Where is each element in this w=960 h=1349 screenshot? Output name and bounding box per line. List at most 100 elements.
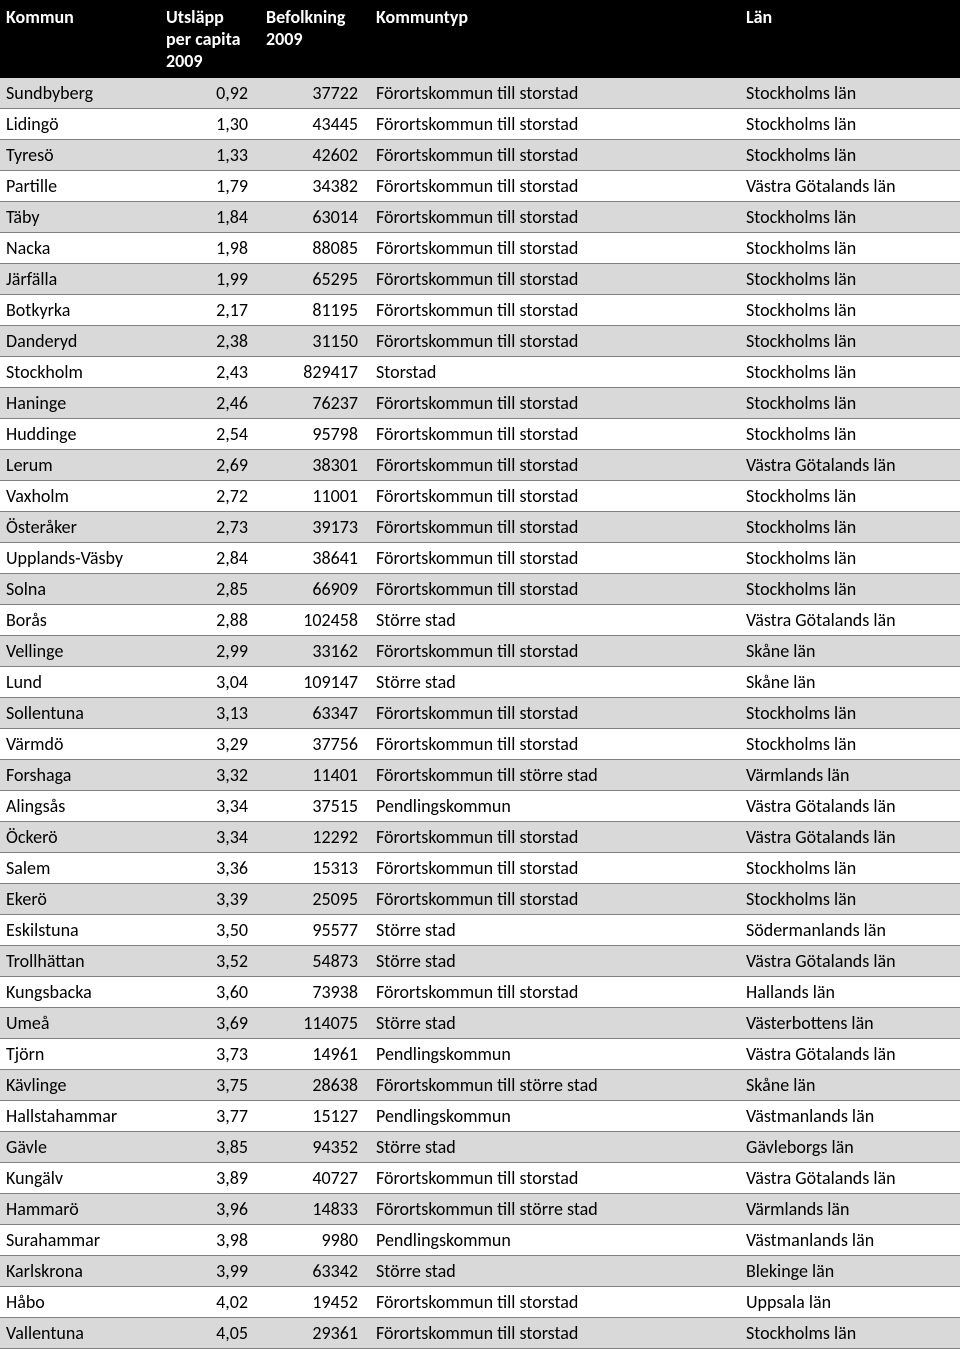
table-row: Sundbyberg0,9237722Förortskommun till st… <box>0 78 960 109</box>
cell-kommun: Partille <box>0 171 160 202</box>
cell-utslapp: 2,72 <box>160 481 260 512</box>
cell-befolkning: 81195 <box>260 295 370 326</box>
cell-kommuntyp: Förortskommun till storstad <box>370 171 740 202</box>
cell-befolkning: 54873 <box>260 946 370 977</box>
cell-befolkning: 14833 <box>260 1194 370 1225</box>
cell-utslapp: 3,04 <box>160 667 260 698</box>
cell-befolkning: 37515 <box>260 791 370 822</box>
cell-befolkning: 34382 <box>260 171 370 202</box>
cell-lan: Stockholms län <box>740 326 960 357</box>
cell-utslapp: 1,99 <box>160 264 260 295</box>
cell-utslapp: 2,54 <box>160 419 260 450</box>
cell-kommun: Ekerö <box>0 884 160 915</box>
cell-lan: Västra Götalands län <box>740 1039 960 1070</box>
cell-kommun: Lerum <box>0 450 160 481</box>
cell-kommun: Sollentuna <box>0 698 160 729</box>
cell-lan: Västra Götalands län <box>740 171 960 202</box>
cell-utslapp: 3,36 <box>160 853 260 884</box>
cell-kommun: Nacka <box>0 233 160 264</box>
cell-kommun: Trollhättan <box>0 946 160 977</box>
cell-utslapp: 3,99 <box>160 1256 260 1287</box>
table-row: Tyresö1,3342602Förortskommun till storst… <box>0 140 960 171</box>
table-row: Tjörn3,7314961PendlingskommunVästra Göta… <box>0 1039 960 1070</box>
cell-befolkning: 102458 <box>260 605 370 636</box>
cell-kommuntyp: Förortskommun till storstad <box>370 1287 740 1318</box>
cell-lan: Stockholms län <box>740 543 960 574</box>
cell-lan: Västra Götalands län <box>740 791 960 822</box>
table-row: Vallentuna4,0529361Förortskommun till st… <box>0 1318 960 1349</box>
cell-befolkning: 38641 <box>260 543 370 574</box>
table-row: Upplands-Väsby2,8438641Förortskommun til… <box>0 543 960 574</box>
cell-kommuntyp: Storstad <box>370 357 740 388</box>
cell-kommuntyp: Pendlingskommun <box>370 791 740 822</box>
cell-befolkning: 76237 <box>260 388 370 419</box>
cell-lan: Stockholms län <box>740 884 960 915</box>
cell-kommun: Järfälla <box>0 264 160 295</box>
cell-befolkning: 29361 <box>260 1318 370 1349</box>
table-row: Eskilstuna3,5095577Större stadSödermanla… <box>0 915 960 946</box>
cell-kommuntyp: Förortskommun till storstad <box>370 109 740 140</box>
cell-befolkning: 31150 <box>260 326 370 357</box>
emissions-table: Kommun Utsläpp per capita 2009 Befolknin… <box>0 0 960 1349</box>
table-row: Järfälla1,9965295Förortskommun till stor… <box>0 264 960 295</box>
cell-utslapp: 3,39 <box>160 884 260 915</box>
table-row: Umeå3,69114075Större stadVästerbottens l… <box>0 1008 960 1039</box>
cell-utslapp: 1,33 <box>160 140 260 171</box>
cell-lan: Södermanlands län <box>740 915 960 946</box>
cell-kommun: Vallentuna <box>0 1318 160 1349</box>
cell-utslapp: 3,89 <box>160 1163 260 1194</box>
cell-kommun: Kävlinge <box>0 1070 160 1101</box>
cell-kommuntyp: Förortskommun till storstad <box>370 202 740 233</box>
cell-lan: Stockholms län <box>740 729 960 760</box>
cell-kommuntyp: Förortskommun till storstad <box>370 636 740 667</box>
cell-lan: Stockholms län <box>740 481 960 512</box>
cell-befolkning: 12292 <box>260 822 370 853</box>
cell-lan: Västra Götalands län <box>740 450 960 481</box>
cell-kommun: Lidingö <box>0 109 160 140</box>
table-body: Sundbyberg0,9237722Förortskommun till st… <box>0 78 960 1349</box>
cell-kommun: Eskilstuna <box>0 915 160 946</box>
table-row: Botkyrka2,1781195Förortskommun till stor… <box>0 295 960 326</box>
cell-utslapp: 3,98 <box>160 1225 260 1256</box>
cell-utslapp: 3,29 <box>160 729 260 760</box>
cell-lan: Stockholms län <box>740 419 960 450</box>
cell-kommun: Huddinge <box>0 419 160 450</box>
cell-befolkning: 73938 <box>260 977 370 1008</box>
cell-lan: Västra Götalands län <box>740 605 960 636</box>
table-row: Lidingö1,3043445Förortskommun till stors… <box>0 109 960 140</box>
table-row: Vaxholm2,7211001Förortskommun till stors… <box>0 481 960 512</box>
cell-lan: Hallands län <box>740 977 960 1008</box>
cell-kommun: Hallstahammar <box>0 1101 160 1132</box>
cell-kommun: Österåker <box>0 512 160 543</box>
cell-kommuntyp: Större stad <box>370 667 740 698</box>
cell-lan: Värmlands län <box>740 760 960 791</box>
table-row: Öckerö3,3412292Förortskommun till storst… <box>0 822 960 853</box>
cell-utslapp: 2,38 <box>160 326 260 357</box>
cell-lan: Gävleborgs län <box>740 1132 960 1163</box>
cell-utslapp: 3,60 <box>160 977 260 1008</box>
col-header-lan: Län <box>740 0 960 78</box>
cell-kommuntyp: Förortskommun till storstad <box>370 574 740 605</box>
table-row: Hammarö3,9614833Förortskommun till störr… <box>0 1194 960 1225</box>
cell-lan: Stockholms län <box>740 388 960 419</box>
cell-kommun: Borås <box>0 605 160 636</box>
cell-kommuntyp: Förortskommun till större stad <box>370 1070 740 1101</box>
cell-kommun: Salem <box>0 853 160 884</box>
table-row: Kungälv3,8940727Förortskommun till stors… <box>0 1163 960 1194</box>
table-row: Värmdö3,2937756Förortskommun till storst… <box>0 729 960 760</box>
cell-kommuntyp: Förortskommun till storstad <box>370 1318 740 1349</box>
table-row: Sollentuna3,1363347Förortskommun till st… <box>0 698 960 729</box>
cell-kommuntyp: Pendlingskommun <box>370 1101 740 1132</box>
cell-befolkning: 33162 <box>260 636 370 667</box>
cell-kommuntyp: Förortskommun till storstad <box>370 264 740 295</box>
cell-kommuntyp: Förortskommun till storstad <box>370 450 740 481</box>
cell-kommun: Vellinge <box>0 636 160 667</box>
cell-kommuntyp: Förortskommun till storstad <box>370 233 740 264</box>
cell-befolkning: 40727 <box>260 1163 370 1194</box>
cell-utslapp: 3,50 <box>160 915 260 946</box>
table-row: Österåker2,7339173Förortskommun till sto… <box>0 512 960 543</box>
cell-kommuntyp: Pendlingskommun <box>370 1039 740 1070</box>
cell-utslapp: 4,02 <box>160 1287 260 1318</box>
cell-kommuntyp: Större stad <box>370 605 740 636</box>
cell-kommun: Gävle <box>0 1132 160 1163</box>
